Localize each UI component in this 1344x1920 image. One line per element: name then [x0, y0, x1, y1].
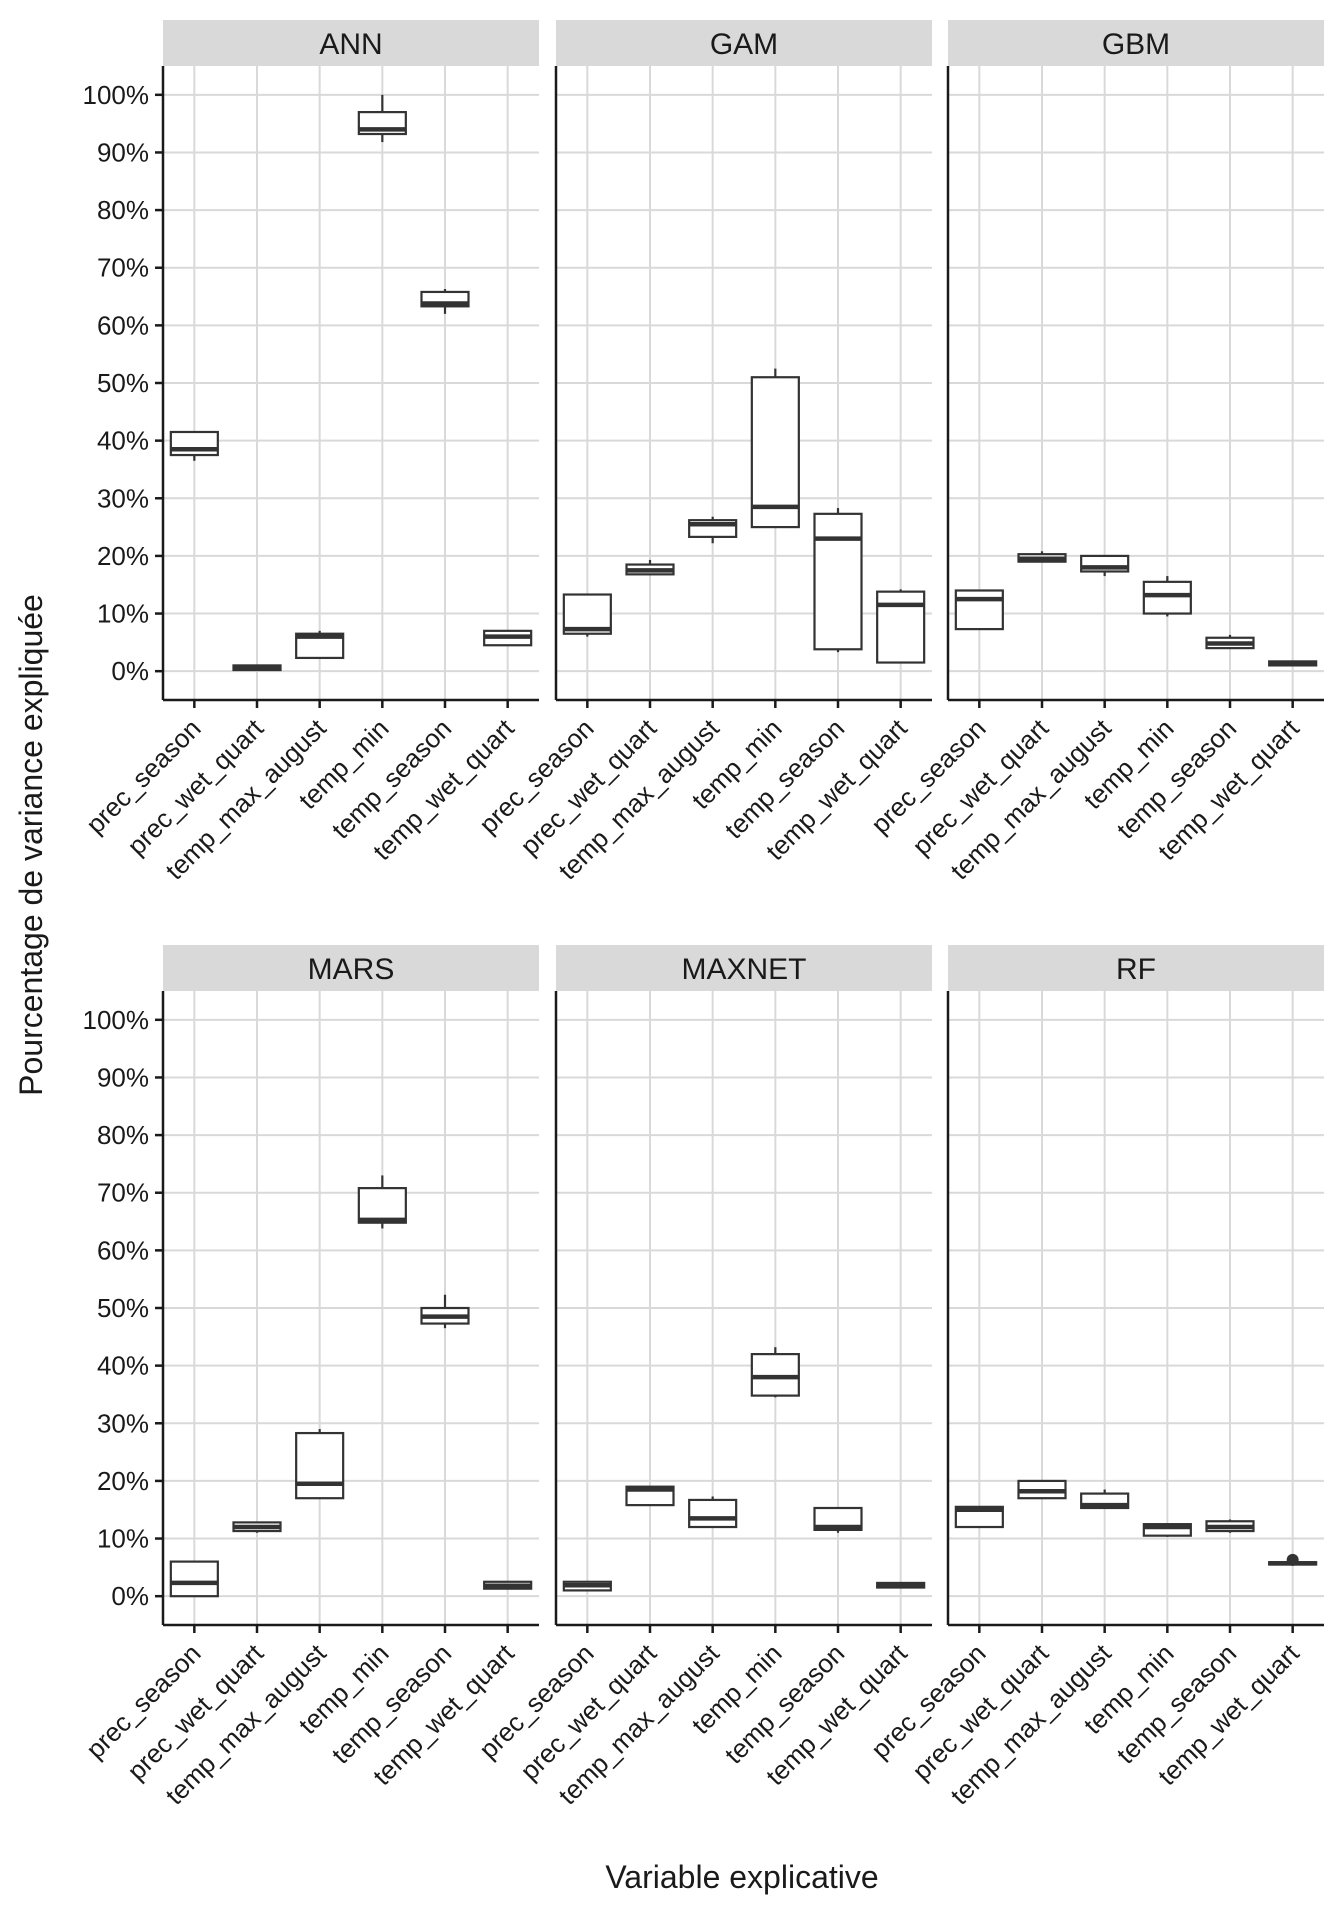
box-iqr	[813, 1506, 863, 1531]
box-prec-wet-quart	[625, 559, 675, 576]
box-iqr	[295, 1431, 345, 1500]
box-temp-wet-quart	[1268, 1553, 1318, 1566]
y-tick-label: 80%	[97, 195, 149, 225]
y-tick-label: 40%	[97, 1351, 149, 1381]
box-temp-max-august	[1080, 554, 1130, 577]
y-tick-label: 40%	[97, 426, 149, 456]
box-iqr	[1142, 580, 1192, 615]
box-prec-season	[954, 589, 1004, 631]
box-iqr	[357, 1187, 407, 1224]
box-temp-season	[813, 1506, 863, 1533]
strip-rf	[948, 945, 1324, 991]
y-tick-label: 0%	[111, 1581, 149, 1611]
y-tick-label: 60%	[97, 310, 149, 340]
strip-label: GAM	[710, 28, 778, 61]
box-prec-season	[169, 430, 219, 461]
box-temp-min	[750, 368, 800, 529]
box-temp-season	[420, 289, 470, 314]
strip-mars	[163, 945, 539, 991]
box-iqr	[954, 589, 1004, 631]
panel-maxnet: MAXNETprec_seasonprec_wet_quarttemp_max_…	[473, 945, 932, 1810]
box-prec-season	[562, 593, 612, 637]
y-tick-label: 80%	[97, 1120, 149, 1150]
y-tick-label: 70%	[97, 253, 149, 283]
y-tick-label: 30%	[97, 483, 149, 513]
box-iqr	[876, 590, 926, 664]
y-tick-label: 10%	[97, 1524, 149, 1554]
box-prec-wet-quart	[232, 664, 282, 672]
box-temp-max-august	[688, 516, 738, 544]
box-temp-season	[1205, 1519, 1255, 1533]
panel-rf: RFprec_seasonprec_wet_quarttemp_max_augu…	[865, 945, 1324, 1810]
box-prec-season	[169, 1560, 219, 1598]
strip-label: MARS	[308, 953, 395, 986]
panel-ann: ANN0%10%20%30%40%50%60%70%80%90%100%prec…	[80, 20, 539, 885]
box-prec-wet-quart	[232, 1521, 282, 1533]
y-tick-label: 90%	[97, 1062, 149, 1092]
strip-maxnet	[556, 945, 932, 991]
y-tick-label: 50%	[97, 368, 149, 398]
strip-label: RF	[1116, 953, 1156, 986]
box-temp-wet-quart	[876, 589, 926, 664]
y-tick-label: 100%	[83, 1005, 150, 1035]
strip-label: MAXNET	[681, 953, 806, 986]
box-iqr	[169, 1560, 219, 1598]
box-prec-wet-quart	[625, 1485, 675, 1507]
box-temp-max-august	[295, 1429, 345, 1500]
box-temp-season	[420, 1294, 470, 1329]
box-temp-wet-quart	[483, 1580, 533, 1590]
box-temp-min	[750, 1347, 800, 1398]
panel-mars: MARS0%10%20%30%40%50%60%70%80%90%100%pre…	[80, 945, 539, 1810]
y-tick-label: 50%	[97, 1293, 149, 1323]
strip-label: ANN	[319, 28, 382, 61]
y-tick-label: 0%	[111, 656, 149, 686]
box-temp-min	[357, 94, 407, 143]
y-tick-label: 60%	[97, 1235, 149, 1265]
outlier-point	[1286, 1553, 1299, 1566]
box-temp-min	[1142, 1523, 1192, 1537]
box-iqr	[688, 1498, 738, 1529]
y-tick-label: 10%	[97, 599, 149, 629]
panel-gam: GAMprec_seasonprec_wet_quarttemp_max_aug…	[473, 20, 932, 885]
box-prec-wet-quart	[1017, 551, 1067, 563]
y-axis-title: Pourcentage de variance expliquée	[13, 594, 49, 1096]
y-tick-label: 100%	[83, 80, 150, 110]
box-prec-season	[562, 1580, 612, 1592]
box-temp-season	[813, 508, 863, 653]
box-iqr	[169, 430, 219, 457]
box-temp-max-august	[1080, 1489, 1130, 1510]
box-iqr	[1142, 1523, 1192, 1537]
box-iqr	[750, 376, 800, 529]
panels-layer: ANN0%10%20%30%40%50%60%70%80%90%100%prec…	[80, 20, 1324, 1810]
y-tick-label: 20%	[97, 541, 149, 571]
strip-gbm	[948, 20, 1324, 66]
box-temp-wet-quart	[483, 629, 533, 647]
box-temp-wet-quart	[1268, 660, 1318, 667]
x-axis-title: Variable explicative	[605, 1859, 878, 1895]
strip-label: GBM	[1102, 28, 1170, 61]
box-temp-max-august	[295, 630, 345, 660]
y-tick-label: 30%	[97, 1408, 149, 1438]
box-temp-min	[1142, 576, 1192, 617]
panel-gbm: GBMprec_seasonprec_wet_quarttemp_max_aug…	[865, 20, 1324, 885]
y-tick-label: 70%	[97, 1178, 149, 1208]
box-temp-season	[1205, 634, 1255, 650]
box-iqr	[813, 512, 863, 651]
y-tick-label: 90%	[97, 137, 149, 167]
box-iqr	[750, 1353, 800, 1397]
y-tick-label: 20%	[97, 1466, 149, 1496]
box-temp-min	[357, 1175, 407, 1229]
box-temp-max-august	[688, 1496, 738, 1529]
box-prec-wet-quart	[1017, 1479, 1067, 1500]
strip-gam	[556, 20, 932, 66]
strip-ann	[163, 20, 539, 66]
box-temp-wet-quart	[876, 1581, 926, 1589]
box-prec-season	[954, 1505, 1004, 1529]
